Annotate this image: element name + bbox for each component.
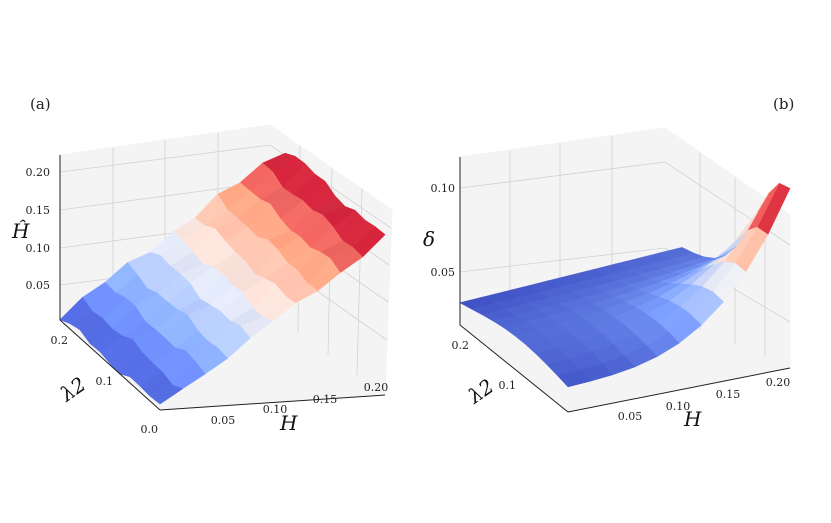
panel-b-x-tick: 0.10 [666,400,691,413]
panel-a-y-label: λ2 [55,372,90,407]
panel-a-z-tick: 0.05 [26,279,51,292]
panel-b-z-tick: 0.05 [431,266,456,279]
panel-a-z-label: Ĥ [11,219,30,243]
panel-b-y-tick: 0.2 [452,339,470,352]
panel-a-z-tick: 0.20 [26,166,51,179]
panel-a-y-axis [59,319,161,411]
panel-b-surface [459,182,791,388]
panel-a-x-tick: 0.15 [313,393,338,406]
panel-b-x-tick: 0.05 [618,410,643,423]
panel-a-axes [59,155,386,411]
panel-b-ticks: 0.05 0.10 0.05 0.10 0.15 0.20 0.1 0.2 [431,182,791,423]
panel-a-y-tick: 0.0 [141,423,159,436]
panel-b-x-tick: 0.20 [766,376,791,389]
panel-b-x-label: H [683,407,702,431]
panel-a-x-label: H [279,411,298,435]
panel-b-z-tick: 0.10 [431,182,456,195]
panel-b-y-label: λ2 [463,374,498,409]
panel-b-axes [459,157,791,413]
panel-b-z-label: δ [423,227,435,251]
panel-b-x-tick: 0.15 [716,388,741,401]
panel-b-y-axis [459,324,569,413]
panel-b-grid-z1 [459,247,666,273]
panel-a: (a) 0.05 [11,95,393,436]
panel-a-x-axis [159,394,386,411]
panel-b-label: (b) [773,95,794,113]
panel-b-surface-patch [459,296,494,309]
panel-a-z-tick: 0.10 [26,242,51,255]
panel-a-x-tick: 0.05 [211,414,236,427]
panel-a-x-tick: 0.10 [263,403,288,416]
panel-a-y-tick: 0.2 [51,334,69,347]
panel-b-grid-z2 [459,161,666,189]
panel-a-surface [59,152,386,405]
panel-b-y-tick: 0.1 [499,379,517,392]
panel-a-ticks: 0.05 0.10 0.15 0.20 0.05 0.10 0.15 0.20 … [26,166,389,436]
panel-b: (b) 0.05 0.10 0.05 0.10 [423,95,794,431]
panel-a-z-tick: 0.15 [26,204,51,217]
panel-a-label: (a) [30,95,51,113]
panel-b-x-axis [567,367,791,413]
panel-a-y-tick: 0.1 [96,375,114,388]
panel-a-x-tick: 0.20 [364,381,389,394]
panel-a-surface-patch [59,296,93,324]
